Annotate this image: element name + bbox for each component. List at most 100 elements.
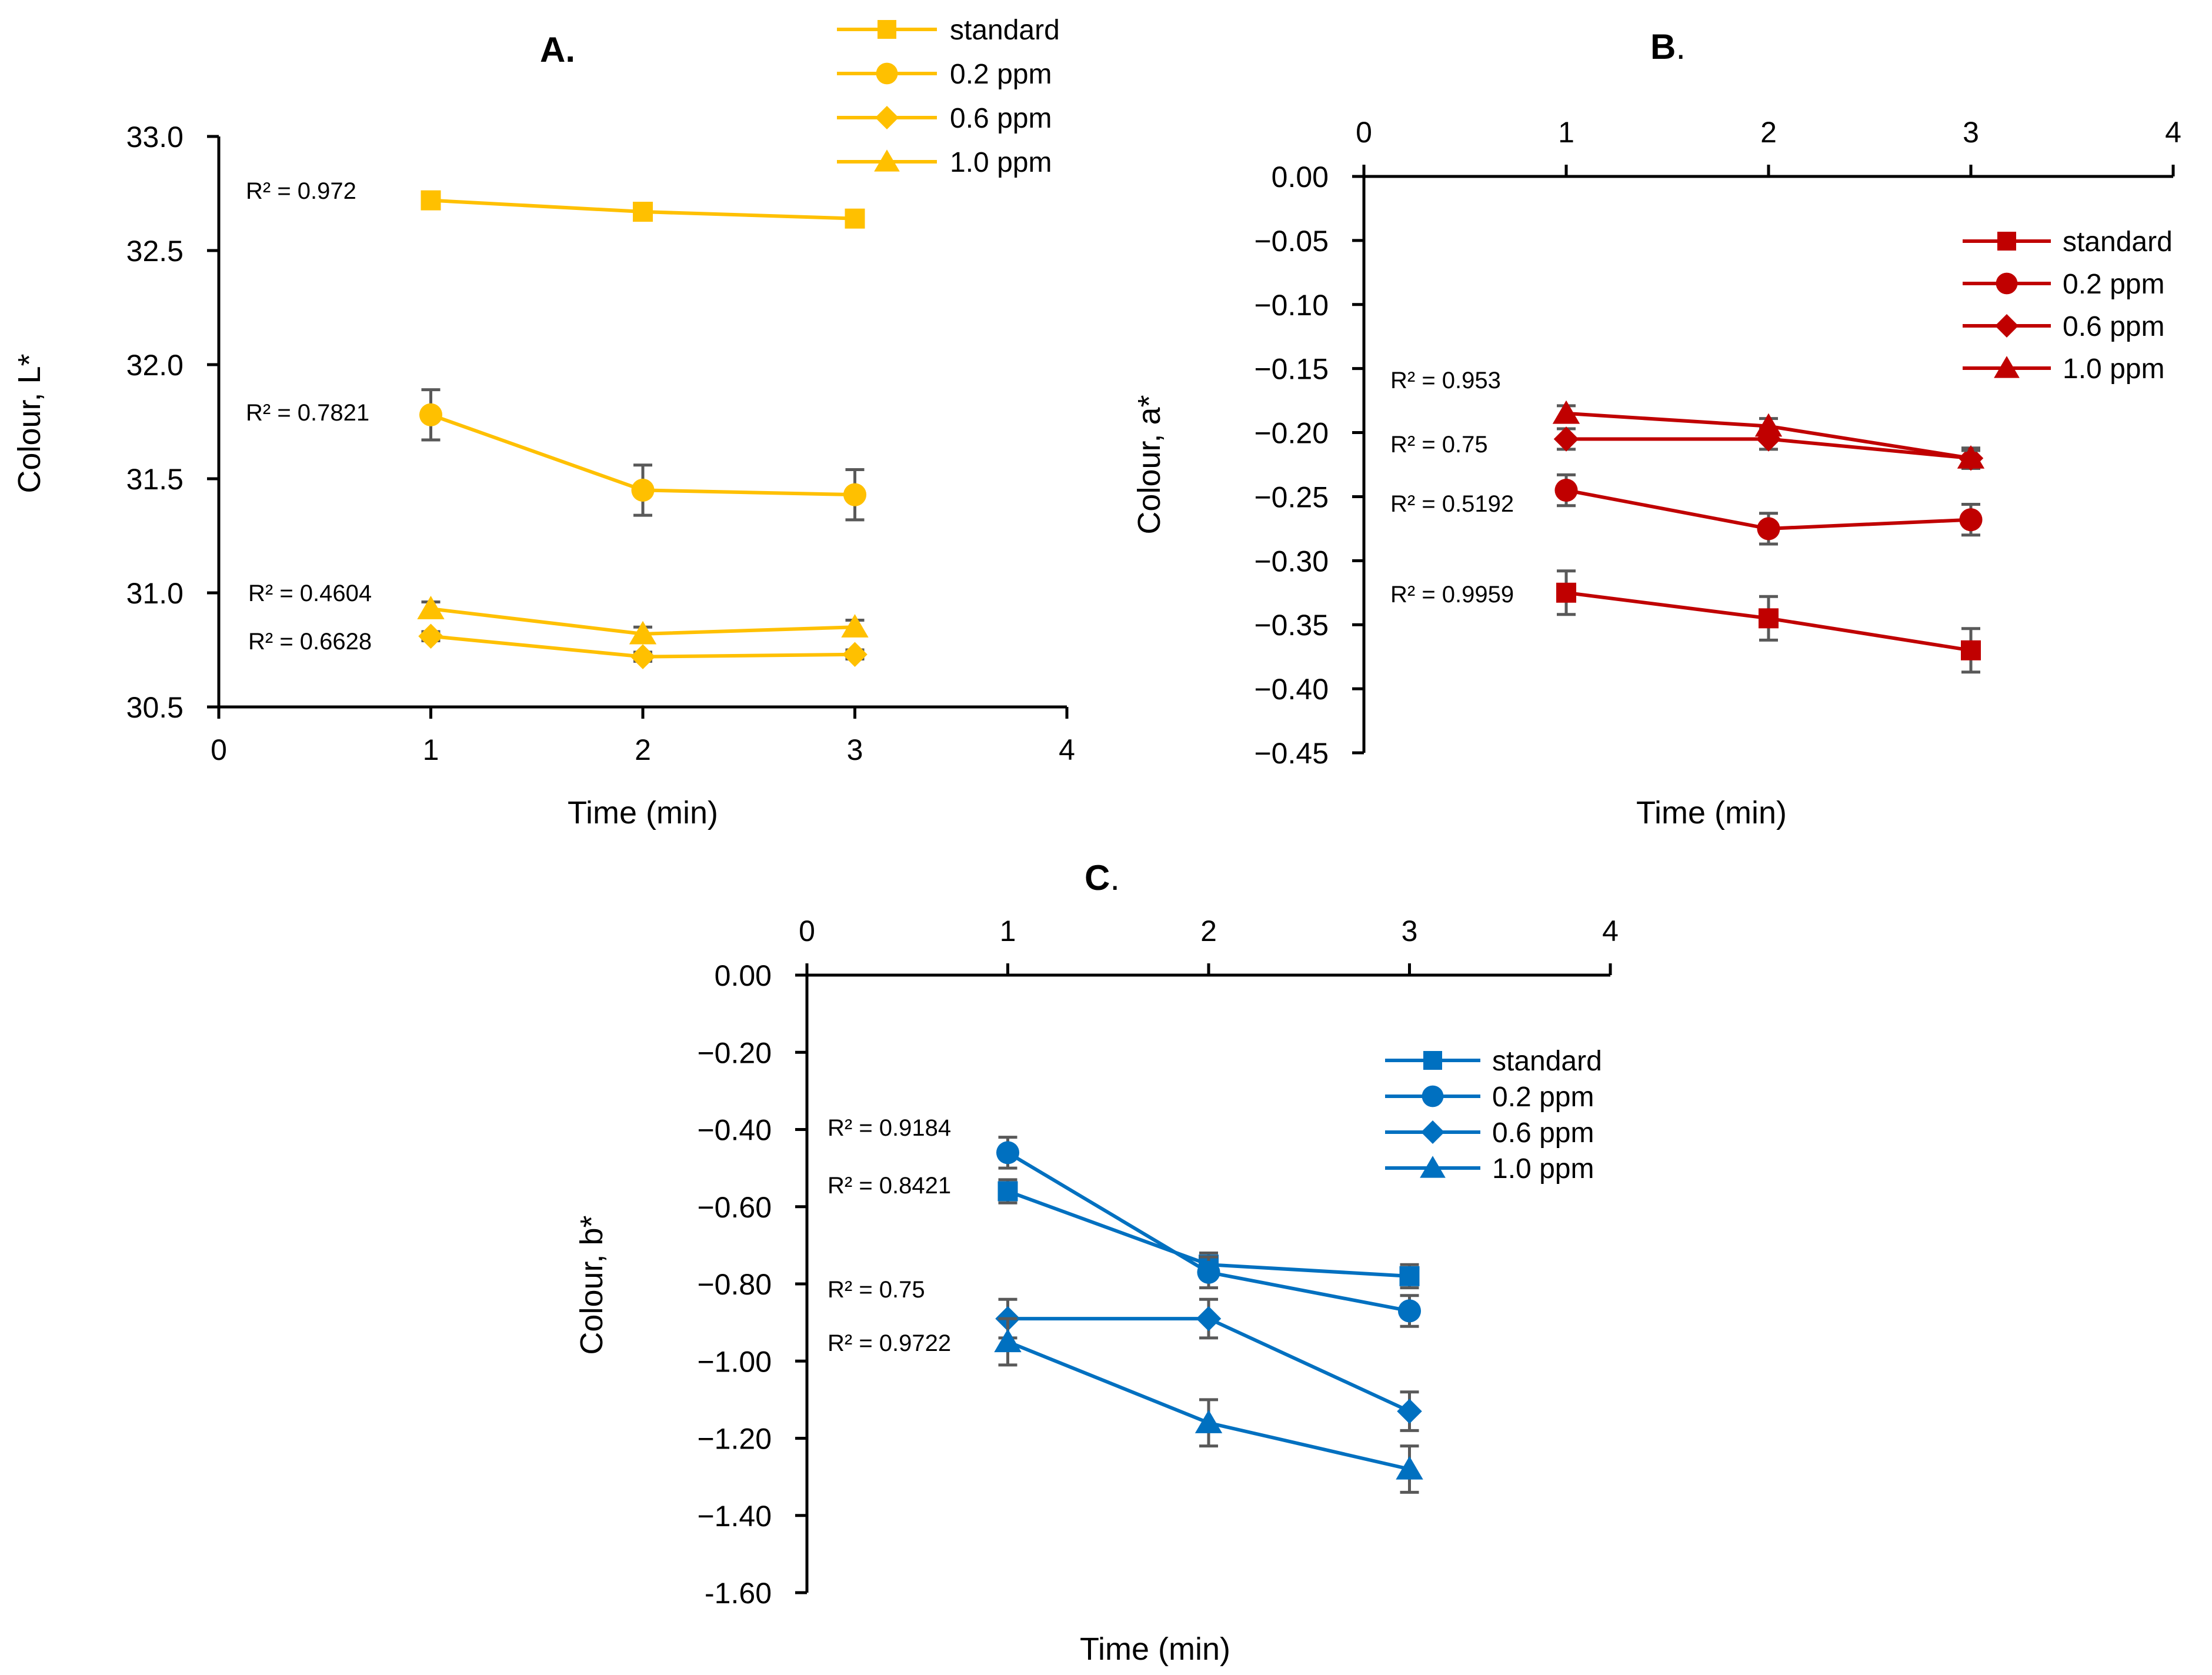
legend-label-b-10-ppm: 1.0 ppm	[2063, 353, 2164, 385]
panel-letter-a: A	[540, 30, 565, 69]
x-tick-label-b: 3	[1963, 116, 1979, 149]
data-point-a-02-ppm	[631, 479, 654, 502]
r2-label-b-02-ppm: R² = 0.5192	[1390, 491, 1514, 517]
y-tick-label-c: -1.60	[705, 1577, 772, 1610]
legend-marker-a-standard	[878, 20, 896, 39]
y-tick-label-a: 32.5	[126, 235, 184, 268]
x-axis-title-a: Time (min)	[568, 795, 718, 830]
data-point-b-02-ppm	[1554, 479, 1577, 502]
x-tick-label-c: 3	[1402, 915, 1418, 947]
panel-letter-b: B	[1650, 27, 1676, 66]
data-point-b-02-ppm	[1959, 508, 1982, 531]
legend-marker-c-standard	[1423, 1051, 1442, 1070]
r2-label-a-standard: R² = 0.972	[246, 178, 356, 204]
y-tick-label-b: 0.00	[1272, 161, 1329, 193]
series-b-02-ppm: R² = 0.5192	[1390, 475, 1983, 544]
y-axis-title-c: Colour, b*	[574, 1215, 609, 1354]
legend-label-b-02-ppm: 0.2 ppm	[2063, 269, 2164, 300]
series-b-06-ppm: R² = 0.75	[1390, 426, 1983, 471]
data-point-a-02-ppm	[843, 483, 866, 506]
data-point-b-06-ppm	[1554, 426, 1579, 452]
legend-c: standard 0.2 ppm 0.6 ppm 1.0 ppm	[1385, 1046, 1602, 1184]
data-point-b-standard	[1961, 640, 1981, 660]
panel-a: A.30.531.031.532.032.533.00 1 2 3 4Colour, L…	[12, 15, 1075, 830]
y-tick-label-c: −1.20	[697, 1423, 772, 1456]
panel-title-c: C.	[1085, 858, 1120, 897]
x-tick-label-c: 0	[799, 915, 815, 947]
data-point-b-10-ppm	[1553, 401, 1580, 424]
x-tick-label-b: 0	[1356, 116, 1372, 149]
y-tick-label-b: −0.05	[1254, 225, 1329, 258]
x-tick-label-b: 4	[2165, 116, 2181, 149]
legend-label-c-06-ppm: 0.6 ppm	[1492, 1117, 1594, 1149]
x-tick-label-c: 1	[1000, 915, 1016, 947]
y-axis-title-b: Colour, a*	[1132, 395, 1167, 534]
y-tick-label-b: −0.25	[1254, 481, 1329, 513]
data-point-c-06-ppm	[1397, 1399, 1422, 1424]
x-axis-title-c: Time (min)	[1080, 1631, 1230, 1667]
data-point-c-standard	[998, 1182, 1018, 1202]
y-tick-label-c: −1.00	[697, 1345, 772, 1378]
y-tick-label-b: −0.20	[1254, 417, 1329, 450]
r2-label-c-02-ppm: R² = 0.9184	[828, 1115, 951, 1141]
y-tick-label-c: −0.40	[697, 1114, 772, 1147]
r2-label-b-standard: R² = 0.9959	[1390, 582, 1514, 608]
legend-marker-b-standard	[1997, 232, 2016, 251]
panel-dot-c: .	[1110, 858, 1120, 897]
data-point-a-06-ppm	[418, 623, 443, 649]
panel-letter-c: C	[1085, 858, 1110, 897]
data-point-c-10-ppm	[1195, 1410, 1222, 1433]
y-tick-label-b: −0.30	[1254, 545, 1329, 578]
series-c-standard: R² = 0.8421	[828, 1173, 1420, 1288]
y-axis-title-a: Colour, L*	[12, 353, 47, 493]
panel-dot-b: .	[1676, 27, 1686, 66]
y-tick-label-b: −0.15	[1254, 353, 1329, 386]
legend-label-a-06-ppm: 0.6 ppm	[950, 103, 1052, 134]
legend-marker-c-06-ppm	[1421, 1120, 1444, 1144]
legend-label-c-02-ppm: 0.2 ppm	[1492, 1082, 1594, 1113]
legend-b: standard0.2 ppm0.6 ppm1.0 ppm	[1963, 226, 2173, 385]
data-point-c-02-ppm	[1197, 1261, 1220, 1284]
y-tick-label-c: 0.00	[715, 959, 772, 992]
legend-marker-b-02-ppm	[1996, 273, 2018, 295]
data-point-a-02-ppm	[419, 403, 442, 426]
x-tick-label-a: 2	[635, 733, 651, 766]
r2-label-c-standard: R² = 0.8421	[828, 1173, 951, 1199]
series-b-standard: R² = 0.9959	[1390, 571, 1981, 672]
legend-marker-c-02-ppm	[1422, 1086, 1444, 1107]
r2-label-b-06-ppm: R² = 0.75	[1390, 432, 1488, 458]
legend-label-a-02-ppm: 0.2 ppm	[950, 59, 1052, 90]
series-a-standard: R² = 0.972	[246, 178, 865, 229]
data-point-c-10-ppm	[994, 1329, 1021, 1352]
r2-label-a-06-ppm: R² = 0.6628	[248, 629, 372, 655]
panel-title-a: A.	[540, 30, 575, 69]
series-c-10-ppm: R² = 0.9722	[828, 1319, 1423, 1492]
data-point-a-06-ppm	[842, 642, 868, 668]
x-tick-label-c: 2	[1200, 915, 1217, 947]
y-tick-label-b: −0.10	[1254, 289, 1329, 322]
figure: A.30.531.031.532.032.533.00 1 2 3 4Colour, L…	[0, 0, 2212, 1675]
x-tick-label-a: 0	[211, 733, 227, 766]
x-tick-label-b: 2	[1760, 116, 1777, 149]
data-point-b-02-ppm	[1757, 517, 1780, 540]
r2-label-a-10-ppm: R² = 0.4604	[248, 580, 372, 606]
legend-label-b-standard: standard	[2063, 226, 2173, 258]
x-tick-label-a: 1	[423, 733, 439, 766]
data-point-c-02-ppm	[996, 1141, 1019, 1164]
r2-label-a-02-ppm: R² = 0.7821	[246, 400, 369, 426]
legend-a: standard 0.2 ppm 0.6 ppm 1.0 ppm	[837, 15, 1060, 178]
y-tick-label-a: 30.5	[126, 691, 184, 724]
data-point-c-02-ppm	[1398, 1299, 1421, 1322]
legend-marker-a-02-ppm	[876, 63, 898, 85]
series-a-02-ppm: R² = 0.7821	[246, 390, 866, 520]
legend-label-a-standard: standard	[950, 15, 1060, 46]
r2-label-c-10-ppm: R² = 0.9722	[828, 1330, 951, 1356]
x-tick-label-a: 3	[847, 733, 863, 766]
legend-label-a-10-ppm: 1.0 ppm	[950, 147, 1052, 178]
data-point-a-standard	[421, 191, 441, 211]
y-tick-label-b: −0.35	[1254, 609, 1329, 642]
data-point-b-standard	[1759, 608, 1779, 628]
legend-label-c-standard: standard	[1492, 1046, 1602, 1077]
y-tick-label-b: −0.45	[1254, 737, 1329, 770]
data-point-b-standard	[1556, 583, 1576, 603]
